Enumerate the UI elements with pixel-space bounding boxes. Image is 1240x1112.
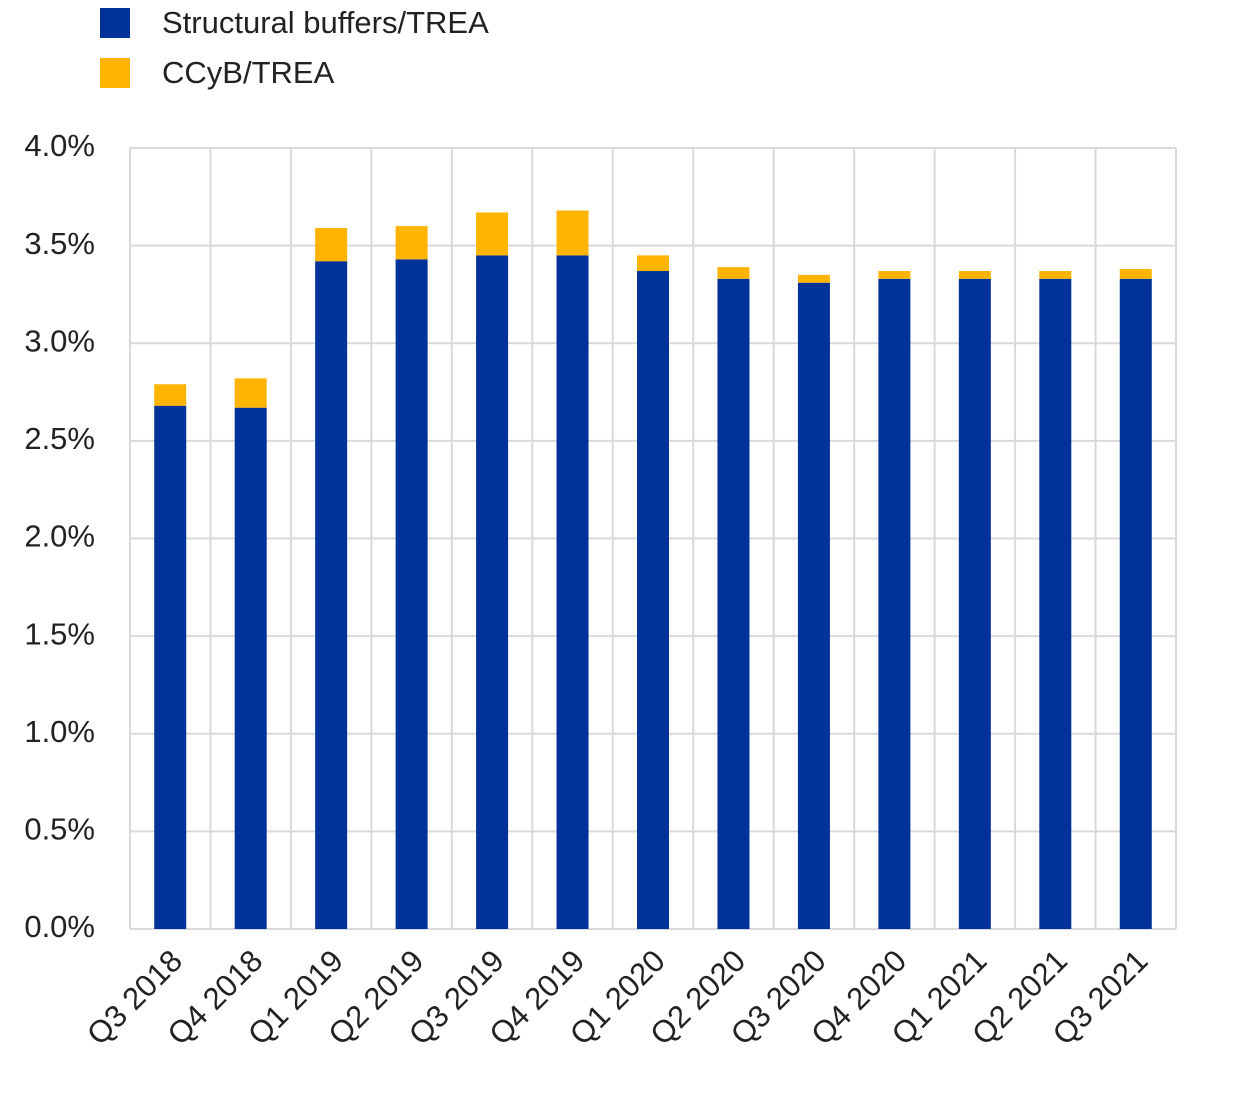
bar-segment bbox=[878, 271, 911, 279]
bar-segment bbox=[717, 267, 750, 279]
legend-swatch bbox=[100, 8, 130, 38]
y-tick-label: 3.5% bbox=[24, 226, 95, 261]
legend-label: CCyB/TREA bbox=[162, 55, 335, 90]
bar-segment bbox=[878, 278, 911, 929]
bar-segment bbox=[1039, 278, 1072, 929]
legend-swatch bbox=[100, 58, 130, 88]
y-tick-label: 2.0% bbox=[24, 519, 95, 554]
bar-segment bbox=[234, 407, 267, 929]
bar-segment bbox=[958, 271, 991, 279]
bar-segment bbox=[395, 226, 428, 260]
bar-segment bbox=[556, 255, 589, 929]
bar-segment bbox=[958, 278, 991, 929]
bar-segment bbox=[797, 274, 830, 283]
bar-segment bbox=[395, 259, 428, 930]
y-tick-label: 3.0% bbox=[24, 323, 95, 358]
bar-segment bbox=[717, 278, 750, 929]
bar-segment bbox=[154, 405, 187, 930]
y-tick-label: 1.0% bbox=[24, 714, 95, 749]
bar-segment bbox=[315, 228, 348, 262]
bar-segment bbox=[797, 282, 830, 929]
y-tick-label: 0.0% bbox=[24, 909, 95, 944]
bar-segment bbox=[154, 384, 187, 406]
y-tick-label: 2.5% bbox=[24, 421, 95, 456]
bar-segment bbox=[476, 212, 509, 256]
bar-segment bbox=[1039, 271, 1072, 279]
y-tick-label: 4.0% bbox=[24, 128, 95, 163]
bar-segment bbox=[1119, 269, 1152, 279]
bar-segment bbox=[637, 255, 669, 272]
bar-segment bbox=[315, 261, 348, 929]
bar-segment bbox=[234, 378, 267, 408]
legend-label: Structural buffers/TREA bbox=[162, 5, 489, 40]
bar-segment bbox=[637, 271, 669, 929]
bar-segment bbox=[476, 255, 509, 929]
y-tick-label: 1.5% bbox=[24, 616, 95, 651]
y-tick-label: 0.5% bbox=[24, 812, 95, 847]
bar-segment bbox=[1119, 278, 1152, 929]
bar-segment bbox=[556, 210, 589, 256]
